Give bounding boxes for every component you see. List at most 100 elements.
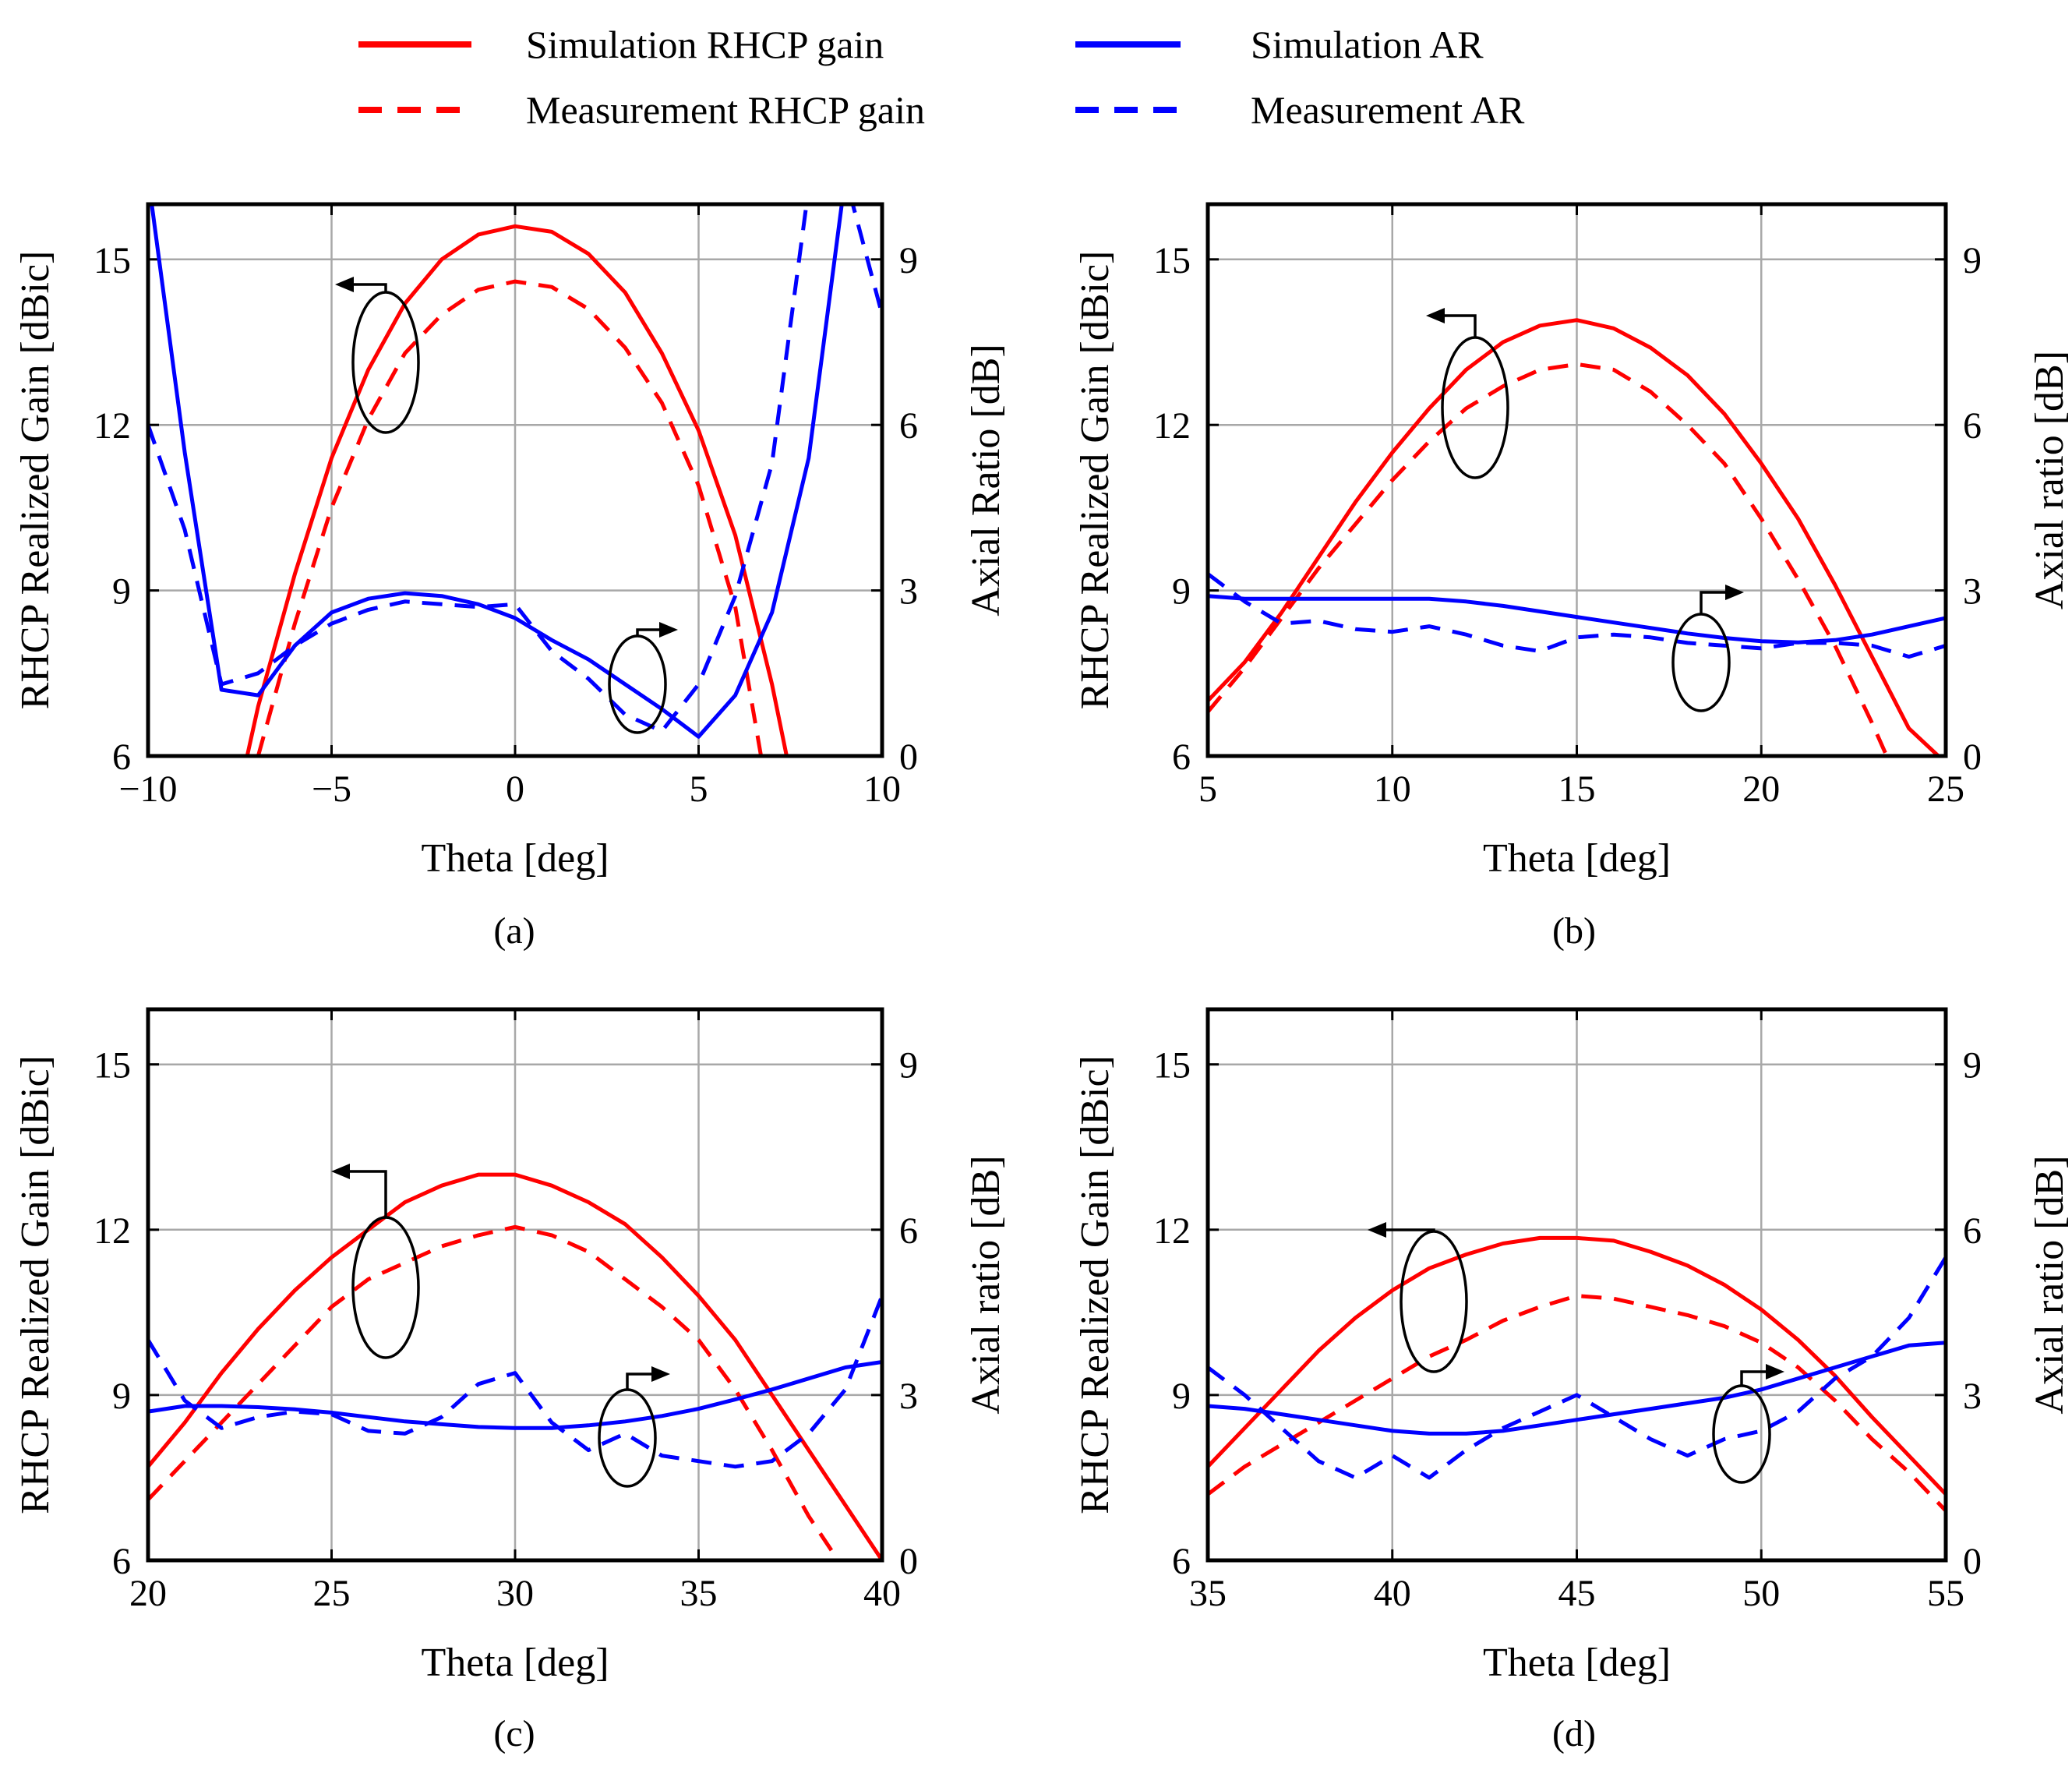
series-group — [1208, 318, 1946, 756]
series-group — [1208, 1235, 1946, 1513]
pointer-arrow-line — [1440, 314, 1477, 337]
y2-tick-label: 3 — [899, 1376, 918, 1417]
y2-tick-label: 6 — [1963, 1210, 1982, 1252]
y2-tick-label: 0 — [899, 1541, 918, 1582]
axis-pointer-annotation — [1671, 585, 1744, 712]
legend-entry-simulation-ar: Simulation AR — [1075, 23, 1484, 66]
series-line-measurement-rhcp-gain — [148, 1224, 840, 1560]
x-tick-label: −10 — [118, 768, 177, 810]
axis-pointer-annotation — [1712, 1364, 1784, 1484]
x-tick-label: 40 — [863, 1573, 901, 1614]
panel-sublabel: (c) — [493, 1713, 535, 1754]
y2-tick-label: 0 — [1963, 1541, 1982, 1582]
chart-panel-c: 20 25 30 35 40 6 9 12 15 0 3 6 9 Theta [deg] RHCP Real… — [13, 1007, 1008, 1754]
y2-tick-label: 6 — [1963, 405, 1982, 447]
axis-pointer-annotation — [335, 277, 420, 434]
y-tick-label: 6 — [112, 737, 131, 778]
y-tick-label: 12 — [1153, 405, 1191, 447]
legend-label-simulation-ar: Simulation AR — [1251, 23, 1484, 66]
pointer-arrowhead — [651, 1366, 670, 1382]
chart-panel-d: 35 40 45 50 55 6 9 12 15 0 3 6 9 Theta [deg] RHCP Real… — [1073, 1007, 2072, 1754]
pointer-arrow-line — [1382, 1228, 1435, 1231]
legend-entry-measurement-ar: Measurement AR — [1075, 88, 1525, 132]
y-axis-label: RHCP Realized Gain [dBic] — [1073, 251, 1117, 710]
x-axis-label: Theta [deg] — [421, 1641, 609, 1685]
x-axis-label: Theta [deg] — [1483, 836, 1671, 881]
pointer-arrowhead — [331, 1164, 350, 1179]
series-line-simulation-ar — [148, 1360, 882, 1430]
pointer-arrowhead — [1426, 308, 1445, 323]
x-tick-label: 35 — [680, 1573, 718, 1614]
chart-panel-b: 5 10 15 20 25 6 9 12 15 0 3 6 9 Theta [deg] RHCP Reali… — [1073, 202, 2072, 952]
pointer-arrow-line — [345, 1170, 387, 1217]
axis-pointer-annotation — [598, 1366, 670, 1488]
y-tick-label: 6 — [112, 1541, 131, 1582]
pointer-arrow-line — [636, 628, 664, 636]
legend-label-simulation-rhcp-gain: Simulation RHCP gain — [526, 23, 884, 66]
legend: Simulation RHCP gain Simulation AR Measu… — [358, 23, 1525, 132]
panels: −10 −5 0 5 10 6 9 12 15 0 3 6 9 Theta [deg] RHCP Reali… — [13, 202, 2072, 1754]
y-axis-label: RHCP Realized Gain [dBic] — [1073, 1055, 1117, 1514]
axis-pointer-annotation — [1426, 308, 1509, 479]
x-tick-label: 30 — [496, 1573, 534, 1614]
y-axis-label: RHCP Realized Gain [dBic] — [13, 1055, 58, 1514]
y-tick-label: 9 — [1172, 571, 1191, 613]
y-tick-label: 15 — [1153, 240, 1191, 281]
y-tick-label: 6 — [1172, 1541, 1191, 1582]
series-line-simulation-rhcp-gain — [1208, 318, 1940, 756]
pointer-arrow-line — [349, 283, 387, 292]
x-tick-label: 25 — [313, 1573, 351, 1614]
x-axis-label: Theta [deg] — [1483, 1641, 1671, 1685]
y-tick-label: 15 — [94, 1045, 131, 1086]
legend-entry-measurement-rhcp-gain: Measurement RHCP gain — [358, 88, 925, 132]
y-tick-label: 9 — [112, 1376, 131, 1417]
y-tick-label: 9 — [112, 571, 131, 613]
pointer-arrowhead — [335, 277, 354, 292]
y2-tick-label: 0 — [1963, 737, 1982, 778]
x-tick-label: 10 — [863, 768, 901, 810]
plot-frame — [146, 1007, 884, 1563]
legend-label-measurement-ar: Measurement AR — [1251, 88, 1525, 132]
y2-axis-label: Axial ratio [dB] — [964, 1155, 1008, 1414]
panel-sublabel: (b) — [1552, 910, 1596, 952]
x-tick-label: 55 — [1927, 1573, 1964, 1614]
pointer-ellipse — [351, 1216, 420, 1359]
axis-pointer-annotation — [1368, 1222, 1468, 1373]
x-tick-label: 20 — [1742, 768, 1780, 810]
x-axis-label: Theta [deg] — [421, 836, 609, 881]
series-line-simulation-rhcp-gain — [1208, 1235, 1946, 1496]
y2-axis-label: Axial Ratio [dB] — [964, 344, 1008, 616]
series-line-simulation-rhcp-gain — [148, 1172, 882, 1560]
legend-entry-simulation-rhcp-gain: Simulation RHCP gain — [358, 23, 884, 66]
y2-tick-label: 0 — [899, 737, 918, 778]
axis-pointer-annotation — [608, 622, 678, 734]
x-tick-label: −5 — [312, 768, 351, 810]
pointer-arrowhead — [1368, 1222, 1386, 1238]
y-tick-label: 12 — [94, 1210, 131, 1252]
y2-tick-label: 6 — [899, 1210, 918, 1252]
series-line-measurement-ar — [148, 204, 882, 733]
y2-tick-label: 9 — [1963, 240, 1982, 281]
axis-pointer-annotation — [331, 1164, 420, 1359]
y2-axis-label: Axial ratio [dB] — [2028, 351, 2072, 609]
series-line-measurement-ar — [1208, 572, 1946, 659]
y2-tick-label: 3 — [1963, 571, 1982, 613]
pointer-ellipse — [1400, 1230, 1468, 1373]
y2-tick-label: 9 — [1963, 1045, 1982, 1086]
x-tick-label: 35 — [1189, 1573, 1227, 1614]
y2-tick-label: 6 — [899, 405, 918, 447]
pointer-arrowhead — [659, 622, 678, 638]
y-tick-label: 15 — [94, 240, 131, 281]
x-tick-label: 5 — [690, 768, 708, 810]
x-tick-label: 40 — [1374, 1573, 1411, 1614]
plot-frame — [146, 202, 884, 758]
pointer-ellipse — [351, 291, 420, 434]
series-line-simulation-ar — [1208, 1341, 1946, 1436]
plot-frame — [1205, 202, 1948, 758]
pointer-arrowhead — [1725, 585, 1744, 600]
x-tick-label: 0 — [506, 768, 524, 810]
y2-tick-label: 9 — [899, 1045, 918, 1086]
y-tick-label: 12 — [94, 405, 131, 447]
series-line-measurement-rhcp-gain — [256, 279, 764, 756]
